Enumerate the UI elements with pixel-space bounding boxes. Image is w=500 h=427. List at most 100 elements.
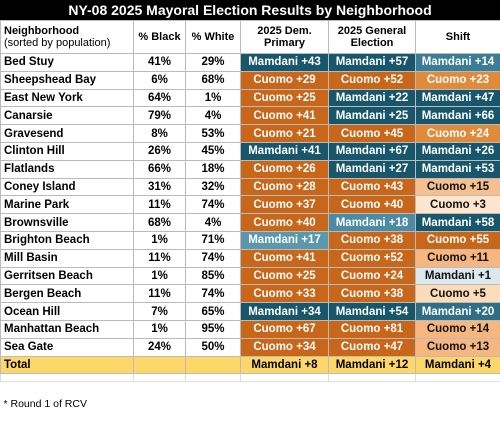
percent-cell: 26% [133,141,186,161]
result-cell: Cuomo +29 [240,70,329,90]
result-cell: Cuomo +3 [415,195,500,215]
result-cell: Cuomo +11 [415,248,500,268]
result-cell: Mamdani +41 [240,141,329,161]
result-cell: Cuomo +81 [328,319,416,339]
neighborhood-cell: East New York [0,88,134,108]
result-cell: Cuomo +47 [328,337,416,357]
result-cell: Cuomo +55 [415,230,500,250]
result-cell: Cuomo +21 [240,124,329,143]
header-subtext: (sorted by population) [4,37,111,49]
percent-cell: 1% [133,319,186,339]
data-row: Manhattan Beach 1% 95% Cuomo +67 Cuomo +81 Cu… [0,319,500,339]
percent-cell: 29% [185,53,241,72]
neighborhood-cell: Brownsville [0,213,134,232]
result-cell: Cuomo +38 [328,230,416,250]
result-cell: Mamdani +22 [328,88,416,108]
total-result: Mamdani +8 [240,355,329,375]
total-label: Total [0,355,134,375]
percent-cell: 11% [133,248,186,268]
neighborhood-cell: Manhattan Beach [0,319,134,339]
data-row: Coney Island 31% 32% Cuomo +28 Cuomo +43 Cuom… [0,177,500,197]
result-cell: Cuomo +41 [240,106,329,126]
result-cell: Mamdani +26 [415,141,500,161]
percent-cell: 45% [185,141,241,161]
percent-cell: 11% [133,195,186,215]
result-cell: Cuomo +38 [328,284,416,304]
results-table: Neighborhood (sorted by population) % Bla… [0,20,500,410]
header-cell: % White [185,20,241,54]
result-cell: Cuomo +34 [240,337,329,357]
neighborhood-cell: Canarsie [0,106,134,126]
table-title: NY-08 2025 Mayoral Election Results by N… [0,0,500,20]
result-cell: Mamdani +34 [240,302,329,321]
result-cell: Mamdani +43 [240,53,329,72]
data-row: Gerritsen Beach 1% 85% Cuomo +25 Cuomo +24 Ma… [0,266,500,286]
data-row: Marine Park 11% 74% Cuomo +37 Cuomo +40 Cuomo… [0,195,500,215]
total-row: Total Mamdani +8 Mamdani +12 Mamdani +4 [0,355,500,375]
result-cell: Cuomo +23 [415,70,500,90]
percent-cell: 68% [185,70,241,90]
total-cell [133,355,186,375]
percent-cell: 18% [185,159,241,179]
result-cell: Cuomo +5 [415,284,500,304]
percent-cell: 53% [185,124,241,143]
percent-cell: 95% [185,319,241,339]
blank-cell [185,373,241,383]
data-row: Gravesend 8% 53% Cuomo +21 Cuomo +45 Cuomo +2… [0,124,500,143]
percent-cell: 79% [133,106,186,126]
percent-cell: 32% [185,177,241,197]
result-cell: Mamdani +66 [415,106,500,126]
percent-cell: 65% [185,302,241,321]
result-cell: Mamdani +58 [415,213,500,232]
neighborhood-cell: Mill Basin [0,248,134,268]
data-row: Brownsville 68% 4% Cuomo +40 Mamdani +18 Mamd… [0,213,500,232]
blank-cell [328,373,416,383]
total-result: Mamdani +4 [415,355,500,375]
result-cell: Cuomo +28 [240,177,329,197]
header-cell: Neighborhood (sorted by population) [0,20,134,54]
result-cell: Cuomo +13 [415,337,500,357]
percent-cell: 1% [133,266,186,286]
result-cell: Cuomo +52 [328,70,416,90]
percent-cell: 1% [133,230,186,250]
blank-cell [133,373,186,383]
data-row: Sheepshead Bay 6% 68% Cuomo +29 Cuomo +52 Cuo… [0,70,500,90]
result-cell: Cuomo +14 [415,319,500,339]
result-cell: Mamdani +20 [415,302,500,321]
data-row: East New York 64% 1% Cuomo +25 Mamdani +22 Ma… [0,88,500,108]
percent-cell: 74% [185,248,241,268]
result-cell: Mamdani +54 [328,302,416,321]
total-result: Mamdani +12 [328,355,416,375]
result-cell: Cuomo +24 [415,124,500,143]
percent-cell: 1% [185,88,241,108]
result-cell: Cuomo +45 [328,124,416,143]
data-row: Bergen Beach 11% 74% Cuomo +33 Cuomo +38 Cuom… [0,284,500,304]
percent-cell: 85% [185,266,241,286]
percent-cell: 74% [185,284,241,304]
percent-cell: 8% [133,124,186,143]
blank-cell [0,373,134,383]
neighborhood-cell: Coney Island [0,177,134,197]
result-cell: Cuomo +40 [240,213,329,232]
blank-row [0,373,500,383]
neighborhood-cell: Clinton Hill [0,141,134,161]
result-cell: Cuomo +15 [415,177,500,197]
percent-cell: 74% [185,195,241,215]
result-cell: Cuomo +52 [328,248,416,268]
footnote-row: * Round 1 of RCV [1,382,500,410]
result-cell: Cuomo +67 [240,319,329,339]
percent-cell: 66% [133,159,186,179]
percent-cell: 24% [133,337,186,357]
neighborhood-cell: Brighton Beach [0,230,134,250]
neighborhood-cell: Ocean Hill [0,302,134,321]
result-cell: Cuomo +33 [240,284,329,304]
result-cell: Mamdani +27 [328,159,416,179]
data-row: Sea Gate 24% 50% Cuomo +34 Cuomo +47 Cuomo +1… [0,337,500,357]
result-cell: Cuomo +37 [240,195,329,215]
neighborhood-cell: Sea Gate [0,337,134,357]
data-row: Brighton Beach 1% 71% Mamdani +17 Cuomo +38 C… [0,230,500,250]
result-cell: Mamdani +67 [328,141,416,161]
result-cell: Mamdani +14 [415,53,500,72]
percent-cell: 4% [185,213,241,232]
result-cell: Cuomo +25 [240,266,329,286]
